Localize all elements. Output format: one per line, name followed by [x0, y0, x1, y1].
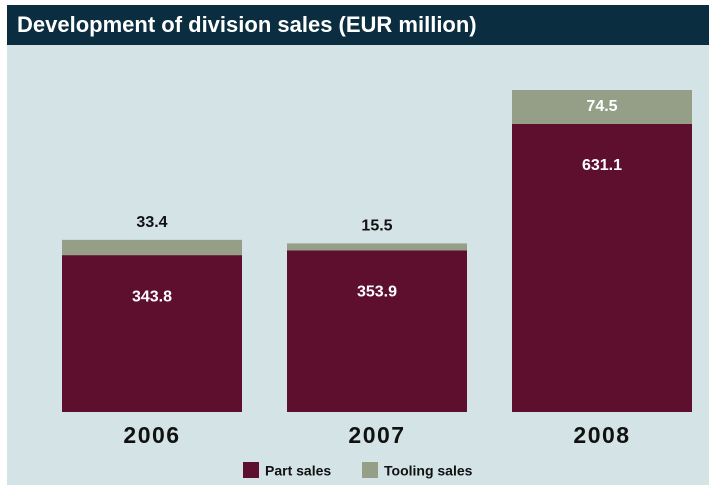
legend-label: Tooling sales	[384, 463, 473, 479]
bar-segment	[287, 250, 467, 412]
data-label: 353.9	[357, 284, 397, 301]
chart-title: Development of division sales (EUR milli…	[17, 12, 477, 37]
bar-segment	[512, 123, 692, 412]
bar-segment	[62, 255, 242, 412]
bar-segment	[287, 243, 467, 251]
x-tick-label: 2008	[573, 422, 630, 448]
data-label: 74.5	[586, 98, 617, 115]
legend-swatch	[243, 462, 259, 478]
bar-segment	[512, 90, 692, 124]
bar-segment	[62, 239, 242, 256]
data-label: 33.4	[136, 214, 167, 231]
legend-swatch	[362, 462, 378, 478]
data-label: 15.5	[361, 218, 392, 235]
title-bar	[7, 5, 709, 45]
data-label: 631.1	[582, 157, 622, 174]
data-label: 343.8	[132, 288, 172, 305]
legend-label: Part sales	[265, 463, 331, 479]
x-tick-label: 2007	[348, 422, 405, 448]
x-tick-label: 2006	[123, 422, 180, 448]
